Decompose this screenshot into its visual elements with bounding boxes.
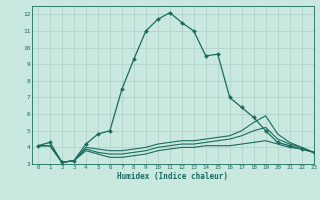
X-axis label: Humidex (Indice chaleur): Humidex (Indice chaleur) (117, 172, 228, 181)
